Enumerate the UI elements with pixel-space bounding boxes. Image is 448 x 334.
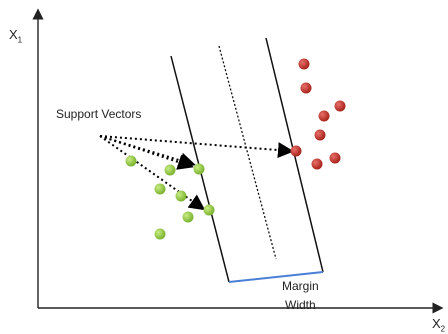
decision-boundary-line bbox=[218, 45, 277, 260]
green-circle-icon bbox=[175, 190, 187, 202]
class-a-points bbox=[125, 155, 215, 240]
green-circle-icon bbox=[203, 204, 215, 216]
margin-width-label: Margin Width bbox=[282, 277, 319, 315]
x-axis-label: X2 bbox=[432, 316, 445, 334]
red-circle-icon bbox=[334, 100, 346, 112]
support-vectors-label: Support Vectors bbox=[56, 107, 142, 121]
red-circle-icon bbox=[290, 145, 302, 157]
margin-width-line bbox=[228, 271, 324, 283]
green-circle-icon bbox=[125, 155, 137, 167]
red-circle-icon bbox=[311, 158, 323, 170]
margin-label-line1: Margin bbox=[282, 279, 319, 293]
arrow-to-sv-red bbox=[99, 135, 294, 159]
red-circle-icon bbox=[314, 129, 326, 141]
class-b-points bbox=[290, 58, 346, 170]
green-circle-icon bbox=[193, 163, 205, 175]
green-circle-icon bbox=[154, 183, 166, 195]
support-vector-arrows bbox=[99, 135, 294, 211]
red-circle-icon bbox=[329, 152, 341, 164]
margin-label-line2: Width bbox=[285, 298, 316, 312]
y-axis-label: X1 bbox=[9, 27, 22, 45]
green-circle-icon bbox=[154, 228, 166, 240]
red-circle-icon bbox=[298, 58, 310, 70]
y-axis-label-main: X bbox=[9, 27, 18, 42]
arrow-to-sv-green-2 bbox=[99, 135, 194, 170]
arrow-to-sv-green-3 bbox=[99, 135, 206, 211]
y-axis-label-sub: 1 bbox=[17, 35, 23, 45]
x-axis-label-sub: 2 bbox=[440, 324, 446, 334]
x-axis-label-main: X bbox=[432, 316, 441, 331]
green-circle-icon bbox=[182, 211, 194, 223]
green-circle-icon bbox=[164, 164, 176, 176]
red-circle-icon bbox=[318, 110, 330, 122]
red-circle-icon bbox=[300, 82, 312, 94]
